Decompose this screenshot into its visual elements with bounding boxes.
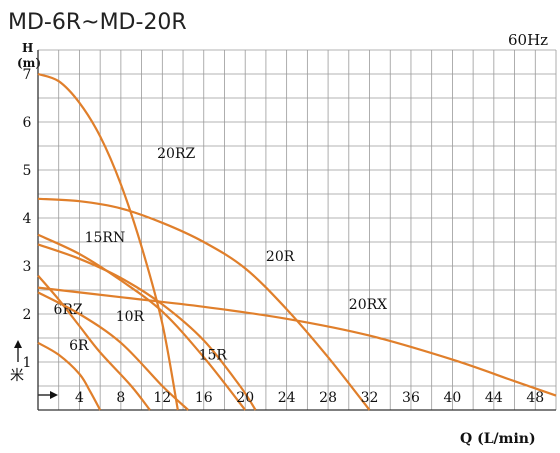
series-line-20rx [37, 286, 557, 397]
x-tick-label: 16 [195, 390, 213, 406]
y-tick-label: 3 [23, 259, 32, 275]
series-line-20r [37, 197, 371, 411]
y-axis-unit: (m) [17, 56, 41, 70]
x-tick-label: 28 [319, 390, 337, 406]
x-tick-label: 32 [361, 390, 379, 406]
x-tick-label: 48 [526, 390, 544, 406]
y-axis-label: H [22, 41, 33, 55]
frequency-label: 60Hz [508, 31, 548, 49]
y-tick-label: 6 [23, 115, 32, 131]
chart-title: MD-6R~MD-20R [8, 10, 187, 35]
x-tick-label: 44 [485, 390, 503, 406]
series-label-20r: 20R [266, 249, 295, 265]
series-label-15r: 15R [199, 348, 228, 364]
series-line-6r [37, 341, 102, 411]
y-tick-label: 5 [23, 163, 32, 179]
series-label-20rx: 20RX [349, 297, 387, 313]
x-tick-label: 20 [236, 390, 254, 406]
x-tick-label: 12 [153, 390, 171, 406]
y-tick-label: 4 [23, 211, 32, 227]
x-tick-label: 40 [443, 390, 461, 406]
series-label-15rn: 15RN [85, 230, 126, 246]
series-line-15r [37, 243, 257, 411]
y-tick-label: 7 [23, 67, 32, 83]
series-label-6r: 6R [69, 338, 89, 354]
axis-arrows [14, 340, 58, 399]
y-tick-label: 2 [23, 307, 32, 323]
series-line-15rn [37, 233, 247, 411]
x-tick-label: 24 [278, 390, 296, 406]
chart-series: 6R 6RZ 10R 15RN 15R 20RZ 20R 20RX [37, 72, 557, 411]
series-label-6rz: 6RZ [54, 302, 83, 318]
series-line-10r [37, 291, 189, 411]
series-line-20rz [37, 72, 179, 411]
x-tick-label: 4 [75, 390, 84, 406]
series-label-20rz: 20RZ [157, 146, 195, 162]
x-tick-label: 8 [116, 390, 125, 406]
x-tick-label: 36 [402, 390, 420, 406]
chart-grid [37, 49, 557, 411]
y-axis-alt-unit: 米 [10, 368, 24, 384]
y-tick-label: 1 [23, 355, 32, 371]
x-axis-label: Q (L/min) [460, 431, 536, 447]
series-label-10r: 10R [116, 309, 145, 325]
series-line-6rz [37, 274, 151, 411]
